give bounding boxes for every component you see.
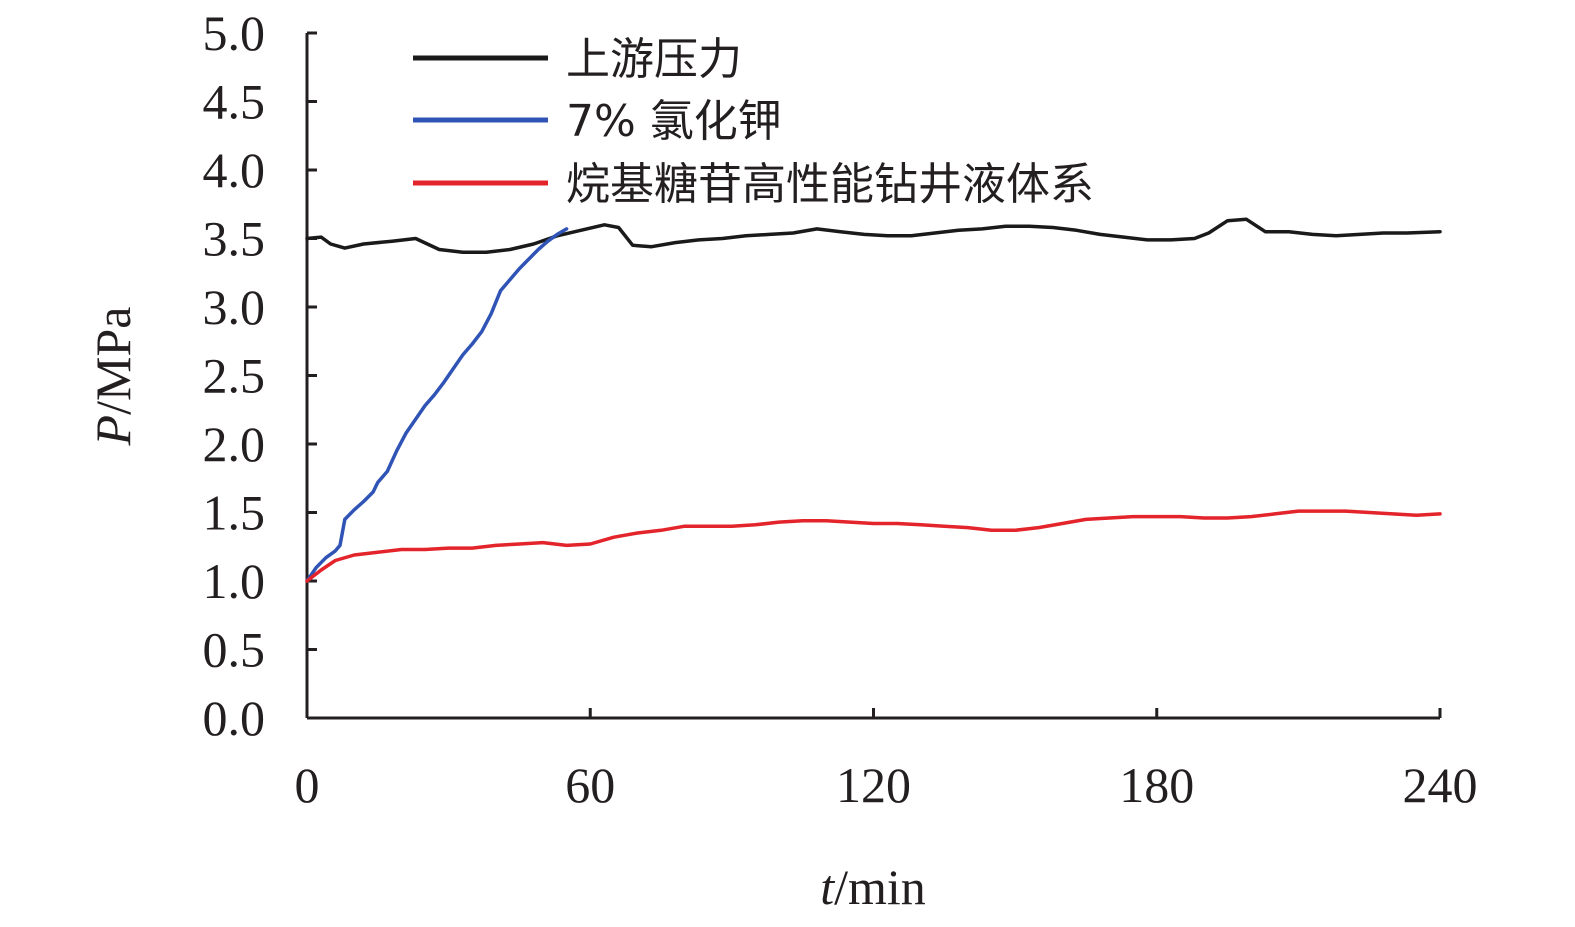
y-tick-label: 3.5 <box>203 211 266 267</box>
y-tick-label: 4.0 <box>203 142 266 198</box>
y-tick-label: 1.5 <box>203 485 266 541</box>
y-tick-label: 1.0 <box>203 553 266 609</box>
y-tick-label: 4.5 <box>203 74 266 130</box>
series-group <box>305 217 1442 583</box>
legend-label-1: 上游压力 <box>566 34 742 85</box>
x-tick-label: 0 <box>295 757 320 813</box>
legend-label-3: 烷基糖苷高性能钻井液体系 <box>566 159 1094 210</box>
x-tick-label: 180 <box>1119 757 1194 813</box>
x-tick-label: 120 <box>836 757 911 813</box>
y-axis-unit: /MPa <box>85 307 141 415</box>
axes: 0.0 0.5 1.0 1.5 2.0 2.5 3.0 3.5 4.0 4.5 5.0 0 60 120 1… <box>203 5 1478 813</box>
x-tick-label: 60 <box>565 757 615 813</box>
y-tick-label: 5.0 <box>203 5 266 61</box>
x-axis-unit: /min <box>834 859 926 915</box>
x-axis-title: t/min <box>820 859 926 915</box>
y-tick-label: 0.5 <box>203 622 266 678</box>
x-tick-label: 240 <box>1403 757 1478 813</box>
legend-label-2: 7% 氯化钾 <box>566 96 782 147</box>
y-tick-label: 3.0 <box>203 279 266 335</box>
y-axis-variable: P <box>85 415 141 447</box>
y-tick-label: 0.0 <box>203 690 266 746</box>
series-line-2 <box>305 227 569 583</box>
series-line-1 <box>305 217 1442 254</box>
x-axis-variable: t <box>820 859 835 915</box>
y-tick-label: 2.0 <box>203 416 266 472</box>
series-line-3 <box>305 509 1442 583</box>
y-tick-label: 2.5 <box>203 348 266 404</box>
y-axis-title: P/MPa <box>85 307 141 447</box>
